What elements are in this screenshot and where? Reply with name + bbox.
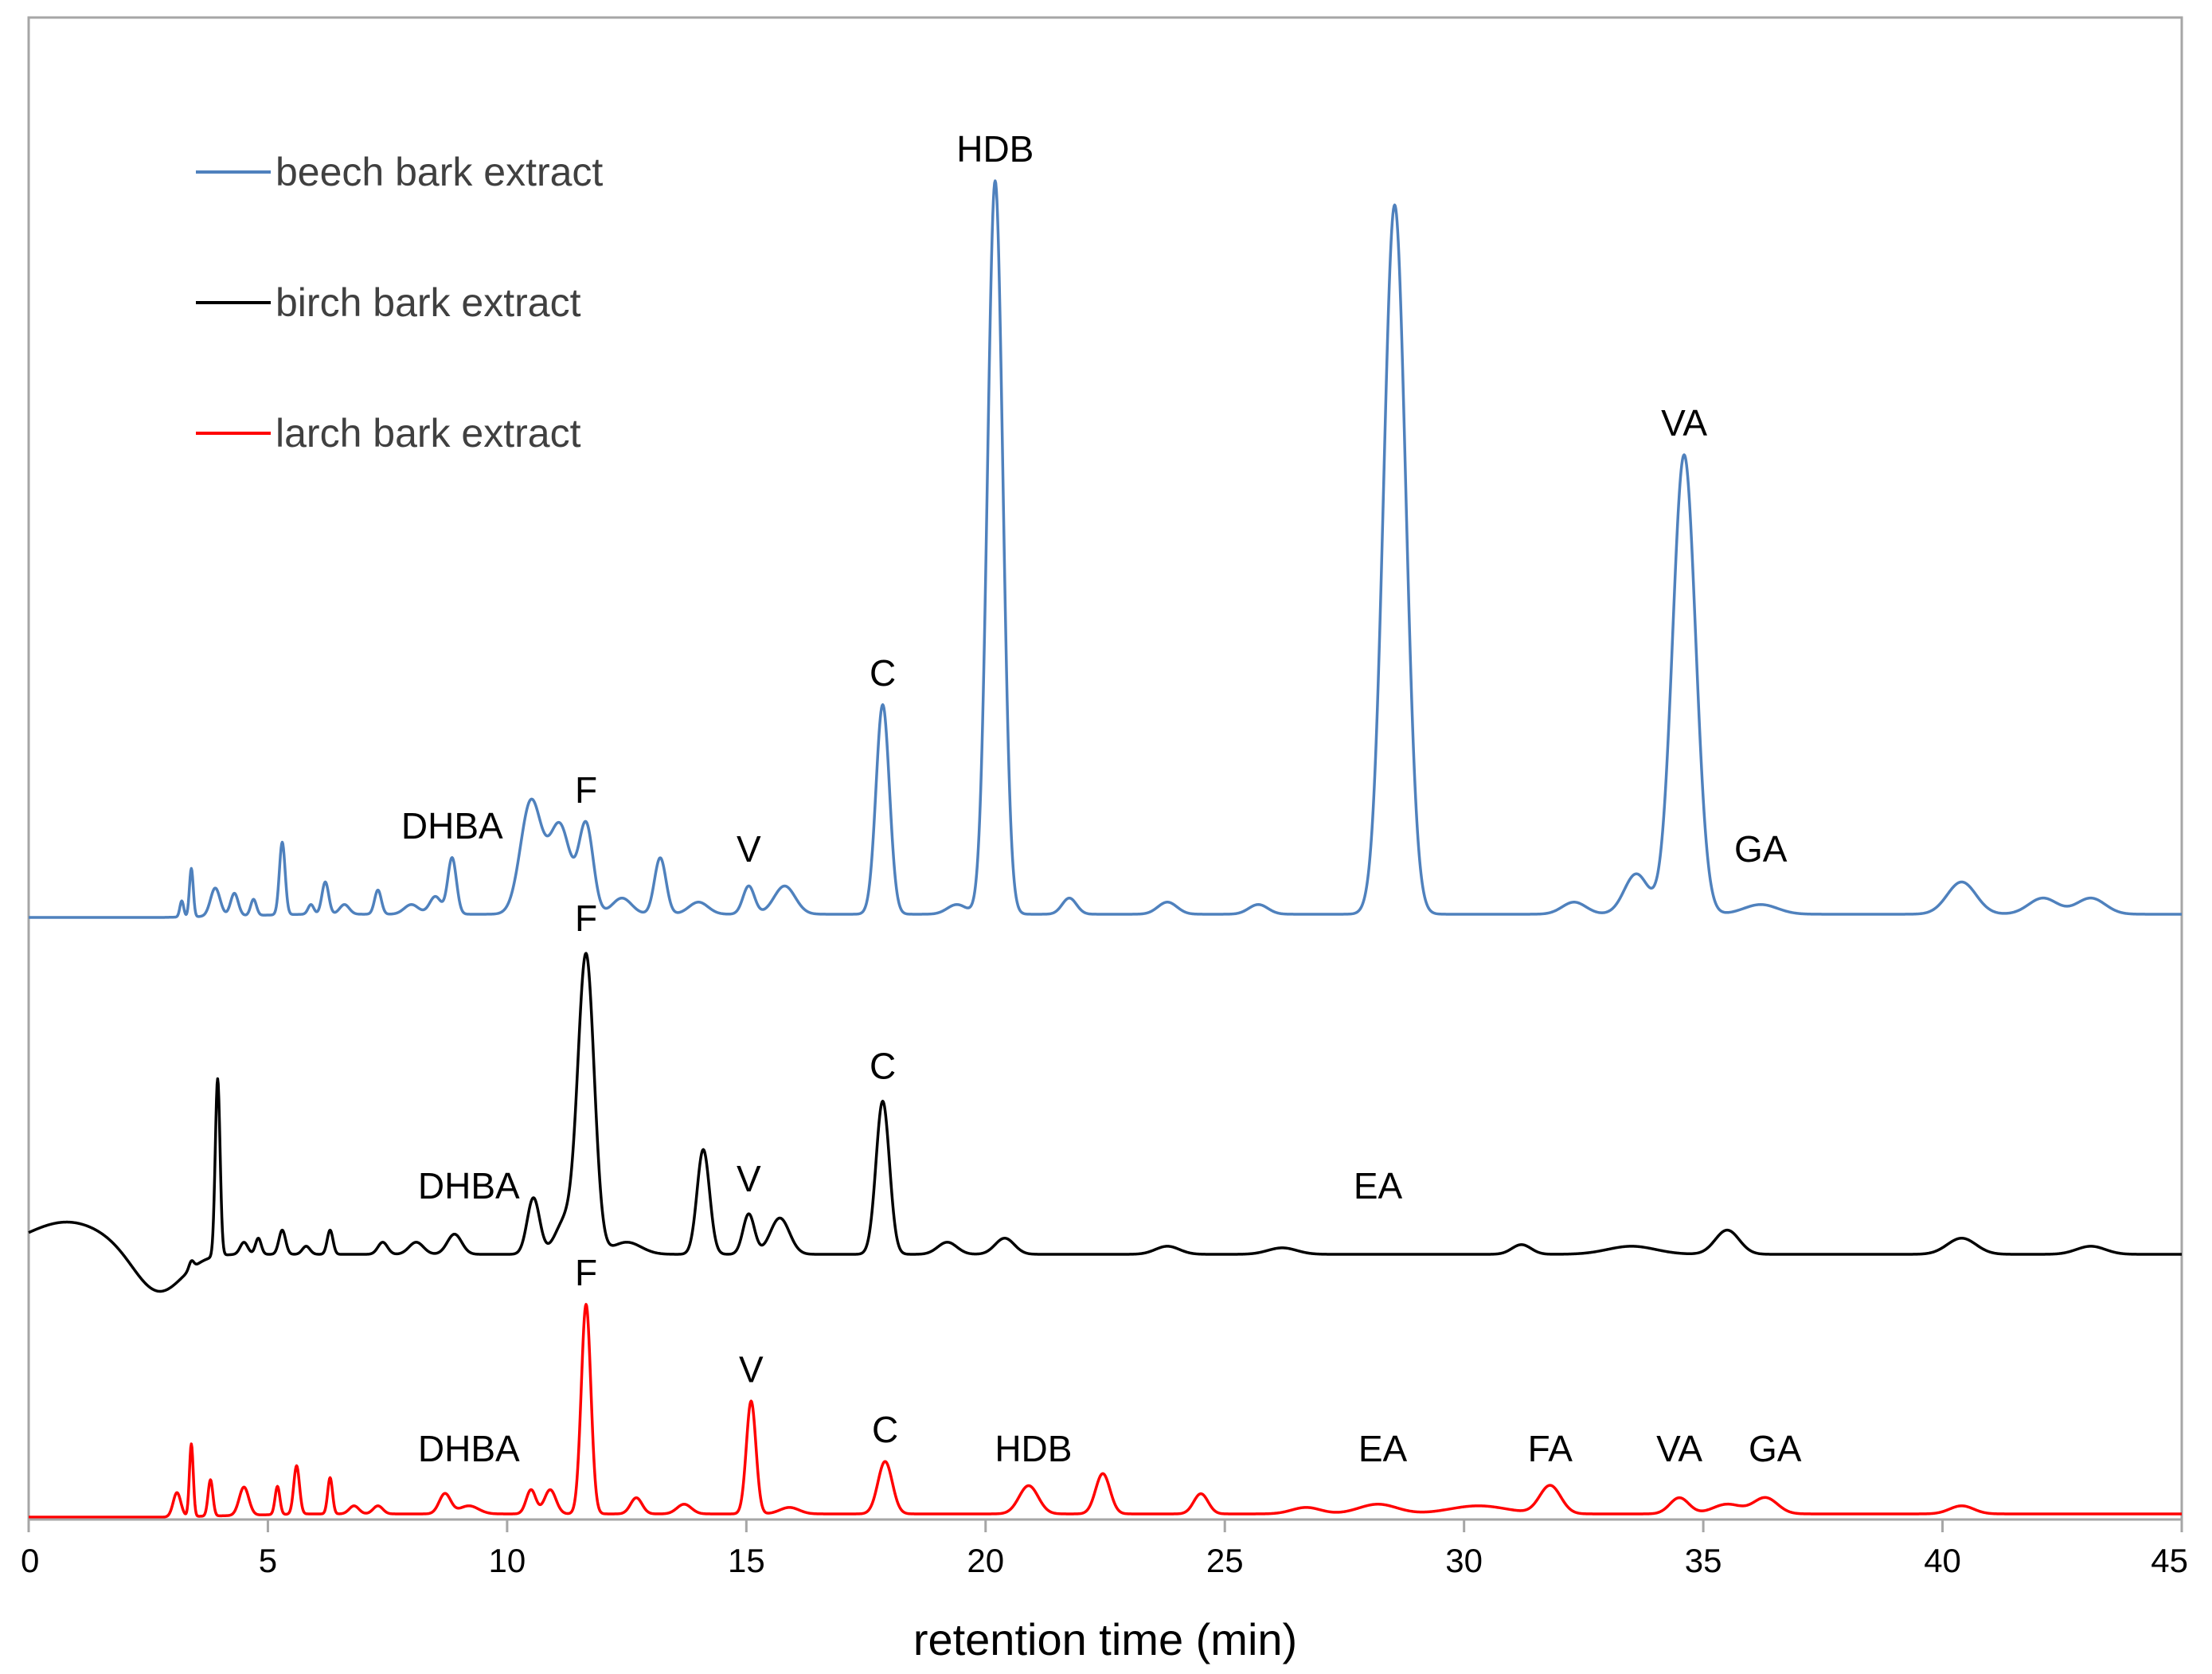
series-line-3 [28, 1303, 2183, 1519]
x-tick-label: 30 [1445, 1542, 1483, 1579]
peak-label: F [575, 769, 597, 811]
peak-label: HDB [956, 128, 1034, 170]
peak-label: DHBA [418, 1428, 520, 1469]
x-tick-label: 40 [1924, 1542, 1961, 1579]
peak-label: VA [1656, 1428, 1702, 1469]
plot-border [27, 16, 2183, 1521]
peak-label: DHBA [401, 805, 503, 847]
peak-label-layer: DHBA F V C HDB VA GA DHBA F V C EA DHBA F V C HDB EA FA VA G… [401, 128, 1802, 1469]
x-tick-label: 0 [21, 1542, 39, 1579]
peak-label: GA [1734, 828, 1788, 870]
peak-label: C [870, 1046, 896, 1087]
peak-label: V [737, 828, 761, 870]
x-axis-title: retention time (min) [913, 1614, 1297, 1664]
x-tick-label: 10 [489, 1542, 526, 1579]
legend: beech bark extract birch bark extract larc… [196, 150, 603, 456]
x-tick-label: 25 [1206, 1542, 1244, 1579]
series-line-1 [28, 179, 2183, 919]
peak-label: C [872, 1409, 898, 1450]
peak-label: C [870, 652, 896, 694]
x-tick-label: 45 [2151, 1542, 2188, 1579]
peak-label: V [739, 1348, 764, 1390]
x-axis: 0 5 10 15 20 25 30 35 40 45 [21, 1518, 2188, 1579]
x-tick-label: 15 [728, 1542, 765, 1579]
peak-label: GA [1749, 1428, 1802, 1469]
x-tick-label: 35 [1685, 1542, 1722, 1579]
peak-label: FA [1528, 1428, 1573, 1469]
peak-label: F [575, 1252, 597, 1293]
legend-label: larch bark extract [276, 411, 581, 456]
peak-label: DHBA [418, 1165, 520, 1207]
peak-label: EA [1354, 1165, 1403, 1207]
peak-label: V [737, 1158, 761, 1199]
series-layer [28, 179, 2183, 1519]
peak-label: EA [1358, 1428, 1408, 1469]
x-tick-label: 5 [259, 1542, 277, 1579]
peak-label: F [575, 898, 597, 939]
peak-label: VA [1661, 402, 1707, 444]
peak-label: HDB [995, 1428, 1072, 1469]
x-tick-label: 20 [967, 1542, 1004, 1579]
legend-label: beech bark extract [276, 150, 603, 194]
series-line-2 [28, 952, 2183, 1293]
legend-label: birch bark extract [276, 280, 581, 325]
